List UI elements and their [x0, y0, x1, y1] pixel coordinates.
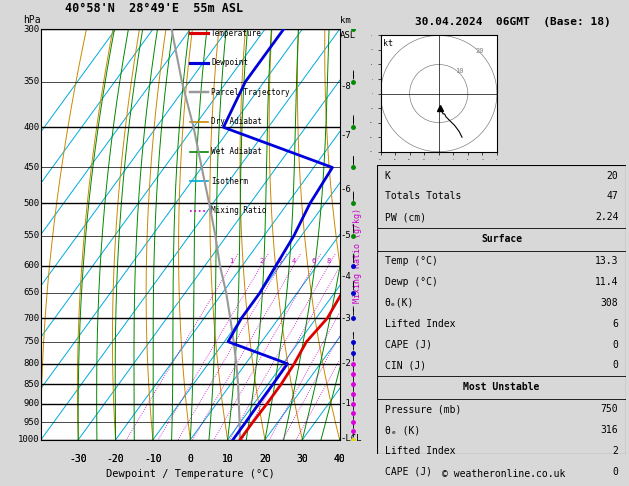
Text: 2.24: 2.24	[595, 212, 618, 222]
Text: Dewpoint: Dewpoint	[211, 58, 248, 68]
Text: Dewp (°C): Dewp (°C)	[385, 277, 438, 287]
Text: 20: 20	[259, 454, 271, 464]
Text: 500: 500	[23, 199, 40, 208]
Text: -7: -7	[340, 131, 351, 140]
Text: 0: 0	[613, 340, 618, 349]
Text: 3: 3	[278, 258, 282, 263]
Text: K: K	[385, 171, 391, 181]
Text: -8: -8	[340, 82, 351, 91]
Text: 40: 40	[334, 454, 345, 464]
Text: 950: 950	[23, 418, 40, 427]
Text: 6: 6	[613, 319, 618, 329]
Text: 850: 850	[23, 380, 40, 389]
Text: -20: -20	[107, 454, 125, 464]
Text: km: km	[340, 16, 351, 25]
Text: 1000: 1000	[18, 435, 40, 444]
Text: 350: 350	[23, 77, 40, 86]
Text: CAPE (J): CAPE (J)	[385, 340, 432, 349]
Text: -30: -30	[69, 454, 87, 464]
Text: Parcel Trajectory: Parcel Trajectory	[211, 88, 290, 97]
Text: CAPE (J): CAPE (J)	[385, 467, 432, 477]
Text: 40: 40	[334, 454, 345, 464]
Text: Totals Totals: Totals Totals	[385, 191, 461, 202]
Text: 20: 20	[475, 48, 484, 54]
Text: -2: -2	[340, 359, 351, 368]
Text: 13.3: 13.3	[595, 256, 618, 266]
Text: PW (cm): PW (cm)	[385, 212, 426, 222]
Text: 0: 0	[187, 454, 193, 464]
Text: CIN (J): CIN (J)	[385, 360, 426, 370]
Text: -10: -10	[144, 454, 162, 464]
Text: -4: -4	[340, 272, 351, 281]
Text: 10: 10	[222, 454, 233, 464]
Text: Temp (°C): Temp (°C)	[385, 256, 438, 266]
Text: -1: -1	[340, 399, 351, 408]
Text: 800: 800	[23, 359, 40, 368]
Text: θₑ(K): θₑ(K)	[385, 298, 415, 308]
Text: 20: 20	[606, 171, 618, 181]
Text: kt: kt	[383, 39, 393, 48]
Text: θₑ (K): θₑ (K)	[385, 425, 420, 435]
Text: -30: -30	[69, 454, 87, 464]
Text: Isotherm: Isotherm	[211, 176, 248, 186]
Text: 30.04.2024  06GMT  (Base: 18): 30.04.2024 06GMT (Base: 18)	[415, 17, 611, 27]
Text: 600: 600	[23, 261, 40, 270]
Text: 700: 700	[23, 313, 40, 323]
Text: 316: 316	[601, 425, 618, 435]
Text: -5: -5	[340, 231, 351, 241]
Text: 20: 20	[259, 454, 271, 464]
Text: 308: 308	[601, 298, 618, 308]
Text: Dewpoint / Temperature (°C): Dewpoint / Temperature (°C)	[106, 469, 275, 479]
Text: 650: 650	[23, 288, 40, 297]
Text: 30: 30	[296, 454, 308, 464]
Text: 750: 750	[23, 337, 40, 346]
Text: 750: 750	[601, 404, 618, 414]
Text: 10: 10	[222, 454, 233, 464]
Text: 11.4: 11.4	[595, 277, 618, 287]
Text: Pressure (mb): Pressure (mb)	[385, 404, 461, 414]
Text: 47: 47	[606, 191, 618, 202]
Text: Mixing Ratio: Mixing Ratio	[211, 206, 267, 215]
Text: 900: 900	[23, 399, 40, 408]
Text: Surface: Surface	[481, 234, 522, 244]
Text: -6: -6	[340, 185, 351, 194]
Text: © weatheronline.co.uk: © weatheronline.co.uk	[442, 469, 565, 479]
Text: 400: 400	[23, 123, 40, 132]
Text: 1: 1	[229, 258, 233, 263]
Text: -20: -20	[107, 454, 125, 464]
Text: 6: 6	[311, 258, 316, 263]
Text: 10: 10	[455, 68, 464, 74]
Text: 450: 450	[23, 163, 40, 172]
Text: 2: 2	[613, 446, 618, 456]
Text: Lifted Index: Lifted Index	[385, 319, 455, 329]
Text: Mixing Ratio (g/kg): Mixing Ratio (g/kg)	[353, 208, 362, 302]
Text: Dry Adiabat: Dry Adiabat	[211, 118, 262, 126]
Text: -LCL: -LCL	[340, 434, 362, 443]
Text: 300: 300	[23, 25, 40, 34]
Text: Lifted Index: Lifted Index	[385, 446, 455, 456]
Text: Temperature: Temperature	[211, 29, 262, 38]
Text: 0: 0	[613, 360, 618, 370]
Text: ASL: ASL	[340, 31, 357, 40]
Text: 4: 4	[291, 258, 296, 263]
Text: 8: 8	[326, 258, 331, 263]
Text: 0: 0	[187, 454, 193, 464]
Text: Wet Adiabat: Wet Adiabat	[211, 147, 262, 156]
Text: -10: -10	[144, 454, 162, 464]
Text: 30: 30	[296, 454, 308, 464]
Text: -3: -3	[340, 313, 351, 323]
Text: 2: 2	[259, 258, 264, 263]
Text: hPa: hPa	[23, 15, 41, 25]
Text: 40°58'N  28°49'E  55m ASL: 40°58'N 28°49'E 55m ASL	[65, 2, 243, 15]
Text: Most Unstable: Most Unstable	[464, 382, 540, 392]
Text: 550: 550	[23, 231, 40, 241]
Text: 0: 0	[613, 467, 618, 477]
